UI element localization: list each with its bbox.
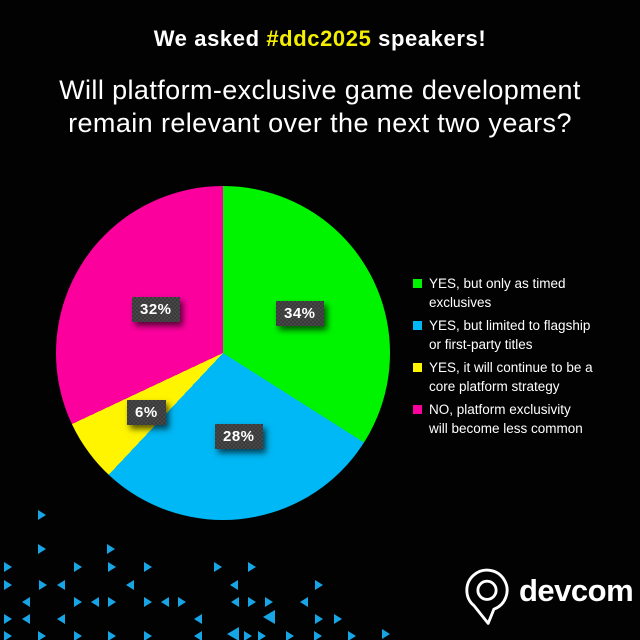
decor-triangle-icon — [161, 597, 169, 607]
decor-triangle-icon — [91, 597, 99, 607]
pie-label-yellow: 6% — [127, 400, 166, 425]
decor-triangle-icon — [315, 614, 323, 624]
decor-triangle-icon — [22, 614, 30, 624]
legend-label: or first-party titles — [429, 337, 533, 352]
decor-triangle-icon — [38, 510, 46, 520]
decor-triangle-icon — [57, 580, 65, 590]
decor-triangle-icon — [248, 597, 256, 607]
decor-triangle-icon — [4, 580, 12, 590]
decor-triangle-icon — [4, 562, 12, 572]
header-text-before: We asked — [153, 26, 267, 51]
decor-triangle-icon — [231, 597, 239, 607]
decor-triangle-icon — [4, 631, 12, 640]
pie-label-magenta: 32% — [132, 297, 180, 322]
decor-triangle-icon — [334, 614, 342, 624]
legend-item-flagship-titles: YES, but limited to flagship or first-par… — [413, 316, 593, 354]
brand-wordmark: devcom — [519, 572, 634, 608]
decor-triangle-icon — [314, 631, 322, 640]
decor-triangle-icon — [244, 631, 252, 640]
decor-triangle-icon — [194, 614, 202, 624]
decor-triangle-icon — [300, 597, 308, 607]
decor-triangle-icon — [214, 562, 222, 572]
pie-label-blue: 28% — [215, 424, 263, 449]
legend-swatch-green-icon — [413, 279, 422, 288]
decor-triangle-icon — [38, 631, 46, 640]
decor-triangle-icon — [108, 562, 116, 572]
legend-item-core-strategy: YES, it will continue to be a core platfo… — [413, 358, 593, 396]
pie-label-green: 34% — [276, 301, 324, 326]
hashtag-ddc2025: #ddc2025 — [266, 26, 372, 51]
legend-label: YES, but limited to flagship — [429, 318, 591, 333]
decor-triangle-icon — [194, 631, 202, 640]
decor-triangle-icon — [263, 610, 275, 624]
decor-triangle-icon — [108, 631, 116, 640]
decor-triangle-icon — [348, 631, 356, 640]
decor-triangle-icon — [57, 614, 65, 624]
legend-label: YES, it will continue to be a — [429, 360, 593, 375]
decor-triangle-icon — [39, 580, 47, 590]
legend-swatch-magenta-icon — [413, 405, 422, 414]
decor-triangle-icon — [74, 562, 82, 572]
decor-triangle-icon — [144, 562, 152, 572]
legend-swatch-blue-icon — [413, 321, 422, 330]
decor-triangle-icon — [108, 597, 116, 607]
header-line: We asked #ddc2025 speakers! — [0, 26, 640, 52]
decor-triangle-icon — [22, 597, 30, 607]
pie-chart — [56, 186, 390, 520]
decor-triangle-icon — [38, 544, 46, 554]
legend-label: core platform strategy — [429, 379, 560, 394]
decor-triangle-icon — [74, 631, 82, 640]
decor-triangle-icon — [286, 631, 294, 640]
legend-swatch-yellow-icon — [413, 363, 422, 372]
legend-label: exclusives — [429, 295, 492, 310]
decor-triangle-icon — [265, 597, 273, 607]
decor-triangle-icon — [126, 580, 134, 590]
title-line-2: remain relevant over the next two years? — [68, 108, 572, 138]
decor-triangle-icon — [382, 629, 390, 639]
decor-triangle-icon — [74, 597, 82, 607]
legend-item-timed-exclusives: YES, but only as timed exclusives — [413, 274, 593, 312]
legend: YES, but only as timed exclusives YES, bu… — [413, 274, 593, 442]
legend-label: NO, platform exclusivity — [429, 402, 571, 417]
decor-triangle-icon — [227, 627, 239, 640]
legend-label: will become less common — [429, 421, 583, 436]
decor-triangle-icon — [4, 614, 12, 624]
decor-triangle-icon — [258, 631, 266, 640]
decor-triangle-icon — [144, 631, 152, 640]
decor-triangle-icon — [144, 597, 152, 607]
brand-lockup: devcom — [464, 567, 634, 627]
decor-triangle-icon — [178, 597, 186, 607]
decor-triangle-icon — [315, 580, 323, 590]
decor-triangle-icon — [230, 580, 238, 590]
title-line-1: Will platform-exclusive game development — [59, 75, 581, 105]
header-text-after: speakers! — [371, 26, 487, 51]
devcom-pin-icon — [465, 568, 509, 625]
legend-label: YES, but only as timed — [429, 276, 566, 291]
decor-triangle-icon — [107, 544, 115, 554]
decor-triangle-icon — [248, 562, 256, 572]
page-title: Will platform-exclusive game development… — [0, 74, 640, 140]
legend-item-less-common: NO, platform exclusivity will become less… — [413, 400, 593, 438]
